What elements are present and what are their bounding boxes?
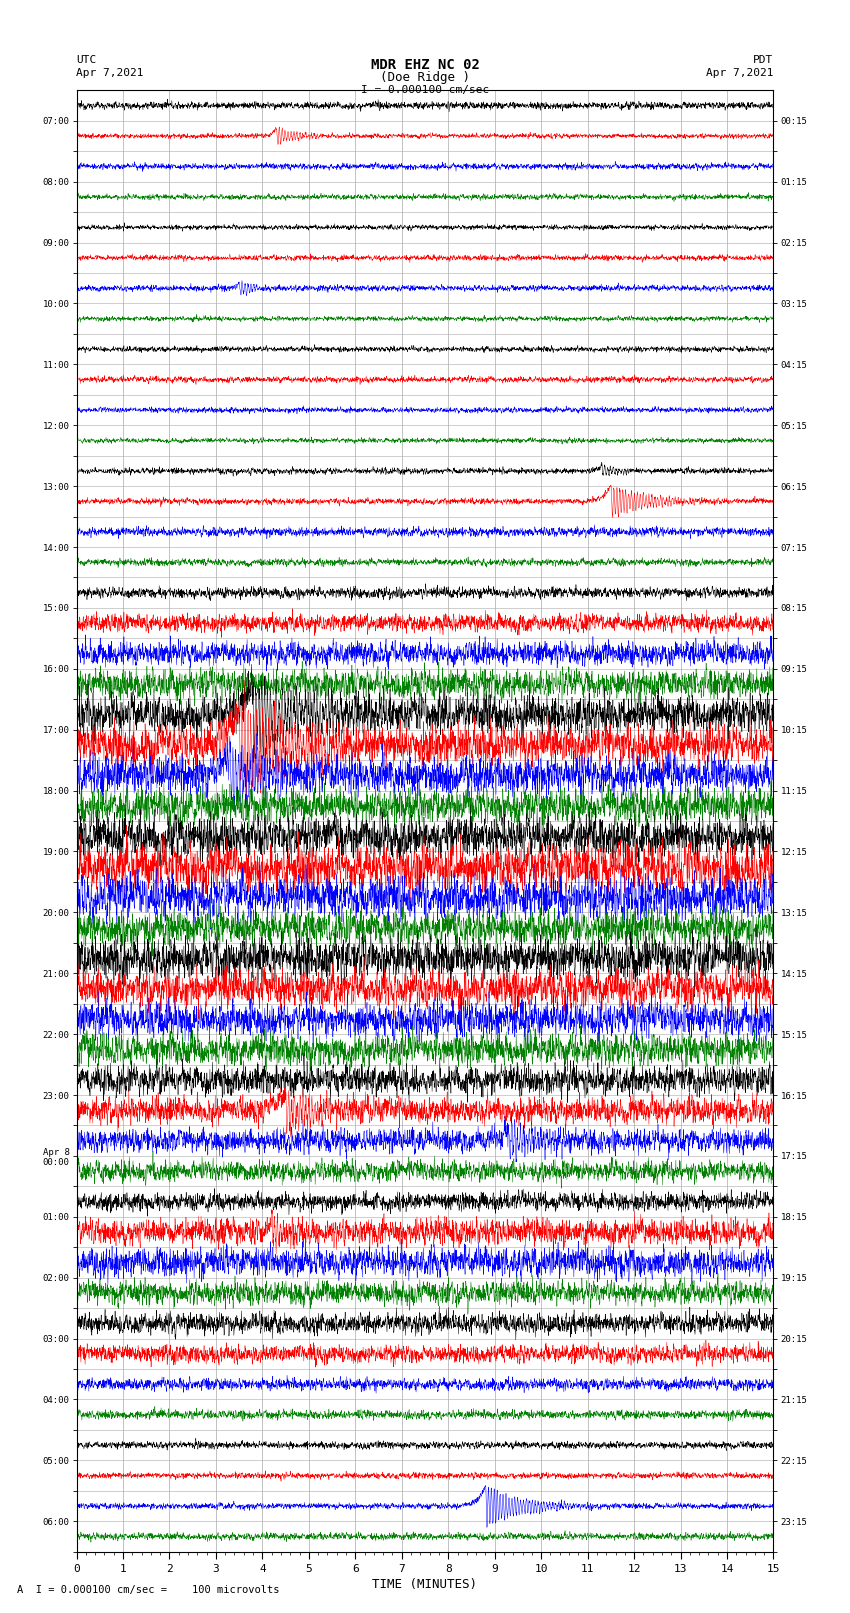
X-axis label: TIME (MINUTES): TIME (MINUTES) [372,1578,478,1590]
Text: Apr 7,2021: Apr 7,2021 [706,68,774,79]
Text: (Doe Ridge ): (Doe Ridge ) [380,71,470,84]
Text: A  I = 0.000100 cm/sec =    100 microvolts: A I = 0.000100 cm/sec = 100 microvolts [17,1586,280,1595]
Text: MDR EHZ NC 02: MDR EHZ NC 02 [371,58,479,71]
Text: PDT: PDT [753,55,774,66]
Text: UTC: UTC [76,55,97,66]
Text: I = 0.000100 cm/sec: I = 0.000100 cm/sec [361,84,489,95]
Text: Apr 7,2021: Apr 7,2021 [76,68,144,79]
